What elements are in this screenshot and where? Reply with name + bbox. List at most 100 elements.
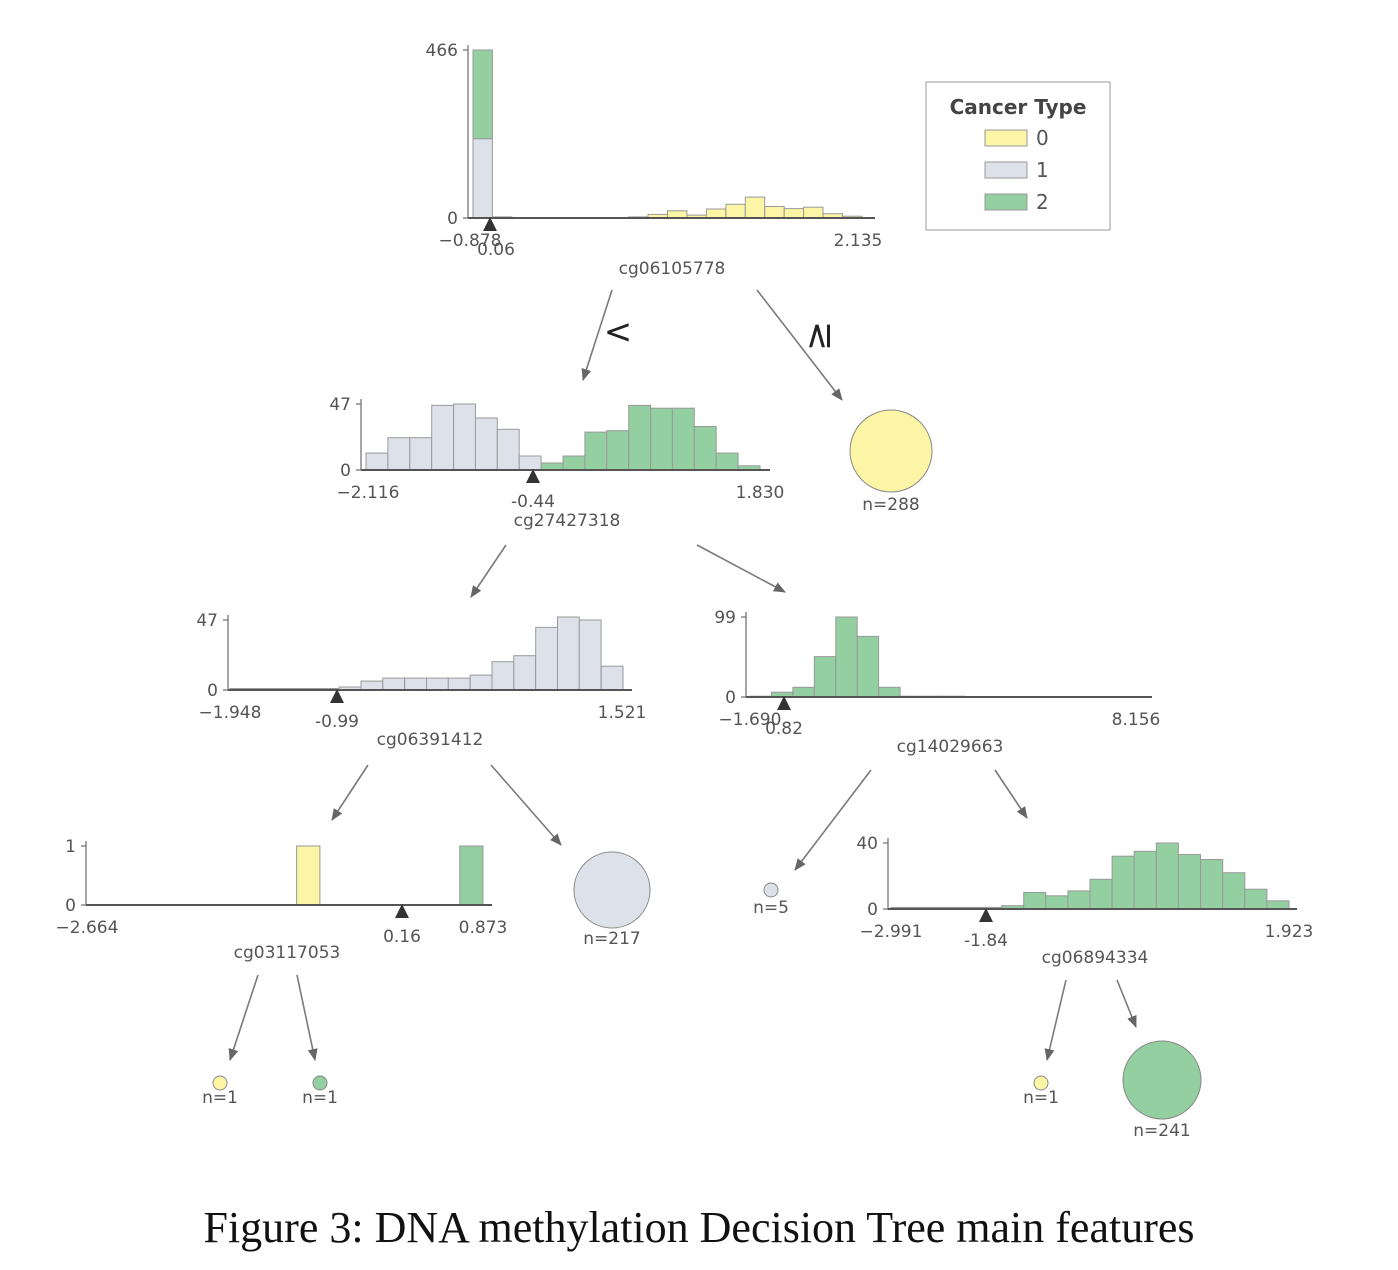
node-cg06391412-histogram: 47 0−1.948 1.521 -0.99	[196, 611, 646, 732]
leaf-n6-right: n=241	[1122, 1040, 1202, 1141]
histogram-bar-n2-7-class1	[518, 455, 542, 471]
histogram-bar-root-14-class0	[744, 196, 766, 219]
histogram-bar-n2-16-class2	[715, 452, 739, 471]
leaf-label-n5: n=5	[753, 898, 789, 918]
legend-swatch-1	[984, 161, 1028, 179]
legend-swatch-2	[984, 193, 1028, 211]
feature-label-n6: cg06894334	[1042, 948, 1149, 968]
leaf-label-n241: n=241	[1133, 1121, 1190, 1141]
y-tick-label-max-n4: 99	[714, 608, 736, 628]
histogram-bar-root-13-class0	[725, 203, 746, 219]
histogram-bar-n6-10-class2	[1111, 855, 1135, 910]
edge-root-to-n2	[581, 289, 613, 381]
leaf-circle-n5	[763, 882, 779, 898]
x-tick-label-min-n5: −2.664	[56, 918, 119, 938]
edge-n2-to-n3	[470, 544, 507, 598]
tree-edges	[228, 289, 1137, 1061]
leaf-n6-left: n=1	[1023, 1075, 1059, 1108]
x-tick-label-max-n3: 1.521	[598, 703, 647, 723]
leaf-label-n288: n=288	[862, 495, 919, 515]
histogram-bar-n6-13-class2	[1177, 854, 1202, 910]
x-tick-label-max-root: 2.135	[834, 231, 883, 251]
figure-caption: Figure 3: DNA methylation Decision Tree …	[203, 1203, 1195, 1252]
histogram-bar-n5-16-class2	[459, 845, 484, 906]
threshold-label-n4: 0.82	[765, 719, 803, 739]
histogram-bar-n6-8-class2	[1067, 890, 1091, 910]
leaf-n5-left: n=1	[202, 1075, 238, 1108]
histogram-bar-n3-13-class1	[513, 655, 537, 691]
edge-n2-to-n4	[696, 544, 786, 593]
histogram-bar-n3-10-class1	[447, 677, 471, 691]
x-tick-label-max-n5: 0.873	[459, 918, 508, 938]
histogram-bar-n6-9-class2	[1089, 878, 1113, 910]
threshold-label-n2: -0.44	[511, 492, 555, 512]
threshold-marker-n6	[979, 908, 993, 922]
x-tick-label-min-n2: −2.116	[337, 483, 400, 503]
histogram-bar-n3-8-class1	[404, 677, 428, 691]
histogram-bar-n2-0-class1	[365, 452, 389, 471]
threshold-label-root: 0.06	[477, 240, 515, 260]
leaf-circle-n1-yellow	[212, 1075, 228, 1091]
histogram-bar-root-17-class0	[803, 206, 824, 219]
edge-n6-to-leaf-241	[1116, 979, 1137, 1028]
histogram-bar-n2-6-class1	[496, 428, 520, 471]
legend-label-1: 1	[1036, 158, 1049, 182]
histogram-bar-n6-17-class2	[1266, 900, 1290, 910]
edge-n5-to-leaf-left	[228, 974, 259, 1061]
histogram-bar-n2-13-class2	[650, 407, 673, 471]
histogram-bar-root-0-class1	[472, 138, 493, 219]
edge-n3-to-leaf-217	[490, 764, 562, 846]
legend-label-0: 0	[1036, 126, 1049, 150]
histogram-bar-n2-14-class2	[671, 407, 695, 471]
histogram-bar-n3-14-class1	[535, 626, 559, 691]
histogram-bar-n6-12-class2	[1155, 842, 1179, 910]
edge-n5-to-leaf-right	[296, 974, 318, 1061]
node-cg27427318-histogram: 47 0−2.116 1.830 -0.44	[329, 395, 784, 512]
x-tick-label-min-n3: −1.948	[199, 703, 262, 723]
leaf-circle-n1-green	[312, 1075, 328, 1091]
histogram-bar-n3-12-class1	[491, 661, 515, 691]
threshold-label-n3: -0.99	[315, 712, 359, 732]
histogram-bar-root-15-class0	[764, 206, 785, 219]
histogram-bar-root-10-class0	[667, 210, 688, 219]
histogram-bar-n6-16-class2	[1244, 888, 1268, 910]
node-cg14029663-histogram: 99 0−1.690 8.156 0.82	[714, 608, 1160, 739]
threshold-marker-root	[483, 217, 497, 231]
histogram-bar-n2-11-class2	[606, 430, 630, 471]
y-tick-label-max-n2: 47	[329, 395, 351, 415]
histogram-bar-n3-6-class1	[360, 680, 384, 691]
x-tick-label-max-n4: 8.156	[1112, 710, 1161, 730]
threshold-label-n5: 0.16	[383, 927, 421, 947]
histogram-bar-n2-4-class1	[453, 403, 477, 471]
histogram-bar-n4-5-class2	[856, 635, 880, 698]
x-tick-label-max-n2: 1.830	[736, 483, 785, 503]
node-cg06894334-histogram: 40 0−2.991 1.923 -1.84	[856, 834, 1313, 951]
leaf-circle-n241	[1122, 1040, 1202, 1120]
legend-swatch-0	[984, 129, 1028, 147]
node-root-histogram: 466 0−0.878 2.135 0.06	[426, 41, 883, 260]
feature-label-n3: cg06391412	[377, 730, 484, 750]
histogram-bar-n2-5-class1	[474, 417, 498, 471]
leaf-root-right: n=288	[849, 409, 933, 515]
x-tick-label-min-n6: −2.991	[860, 922, 923, 942]
leaf-label-n1-green: n=1	[302, 1088, 338, 1108]
leaf-circle-n288	[849, 409, 933, 493]
leaf-label-n1-yellow-2: n=1	[1023, 1088, 1059, 1108]
x-tick-label-max-n6: 1.923	[1265, 922, 1314, 942]
legend: Cancer Type 0 1 2	[925, 81, 1111, 231]
histogram-bar-n2-12-class2	[628, 404, 652, 471]
histogram-bar-n3-15-class1	[557, 616, 580, 691]
histogram-bar-n2-3-class1	[431, 404, 455, 471]
histogram-bar-n4-2-class2	[792, 686, 815, 698]
histogram-bar-n6-11-class2	[1133, 850, 1157, 910]
histogram-bar-n2-1-class1	[387, 437, 411, 471]
threshold-marker-n2	[526, 469, 540, 483]
histogram-bar-n2-8-class2	[540, 462, 564, 471]
histogram-bar-n3-16-class1	[578, 619, 602, 691]
edge-n4-to-n6	[994, 769, 1028, 819]
y-tick-label-max-n6: 40	[856, 834, 878, 854]
histogram-bar-root-12-class0	[705, 208, 727, 219]
y-tick-label-min-n2: 0	[340, 461, 351, 481]
y-tick-label-max-n5: 1	[65, 837, 76, 857]
